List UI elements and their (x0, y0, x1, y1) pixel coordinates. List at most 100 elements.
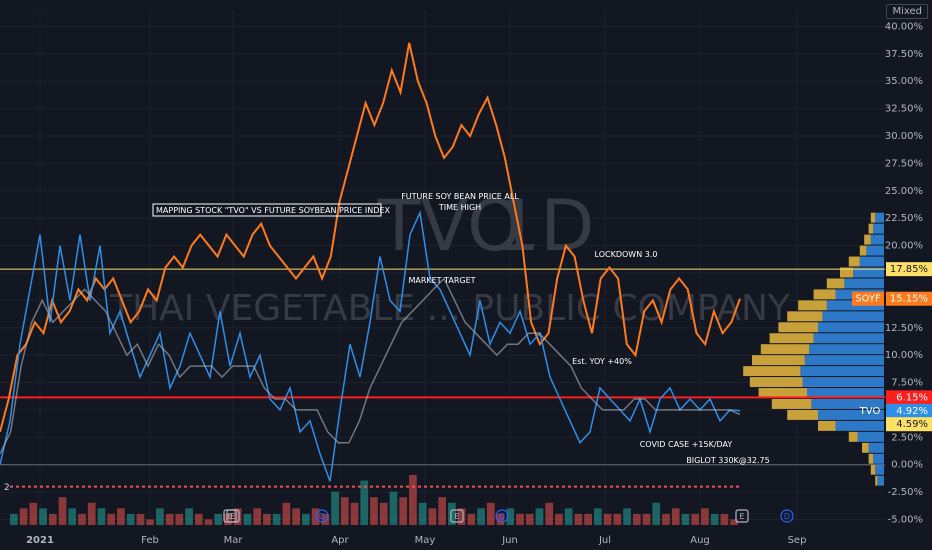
annotation-market-target: MARKET TARGET (408, 276, 475, 285)
volume-bar (87, 502, 96, 525)
volume-bar (594, 508, 602, 525)
volume-bar (428, 508, 437, 525)
event-marker-dividend[interactable] (495, 509, 509, 523)
profile-bar-gold (798, 300, 827, 311)
profile-bar-blue (809, 344, 884, 355)
volume-bar (340, 497, 349, 525)
tag-resistance: 17.85% (890, 264, 928, 275)
grid (0, 10, 885, 525)
profile-bar-gold (875, 475, 878, 486)
x-tick-label: Apr (331, 535, 349, 546)
event-marker-earnings[interactable] (450, 509, 464, 523)
y-tick-label: 37.50% (885, 49, 923, 60)
event-marker-label: E (454, 512, 459, 521)
profile-bar-blue (875, 464, 884, 475)
event-marker-label: D (319, 512, 325, 521)
profile-bar-blue (868, 442, 884, 453)
volume-indicator-label: 2 (4, 483, 10, 493)
profile-bar-blue (873, 453, 884, 464)
profile-bar-blue (822, 311, 884, 322)
profile-bar-blue (853, 267, 884, 278)
y-tick-label: 0.00% (891, 460, 923, 471)
event-marker-dividend[interactable] (315, 509, 329, 523)
profile-bar-blue (811, 398, 884, 409)
profile-bar-gold (864, 234, 871, 245)
x-axis: 2021 Feb Mar Apr May Jun Jul Aug Sep (26, 535, 806, 546)
volume-bar (486, 502, 495, 525)
y-tick-label: 12.50% (885, 323, 923, 334)
volume-bar (564, 508, 573, 525)
profile-bar-blue (877, 475, 884, 486)
volume-bar (39, 508, 47, 525)
event-marker-earnings[interactable] (226, 509, 240, 523)
profile-bar-blue (813, 333, 884, 344)
profile-bar-gold (813, 289, 836, 300)
volume-bar (701, 508, 709, 525)
volume-bar (642, 513, 651, 525)
profile-bar-blue (800, 366, 884, 377)
volume-bar (545, 502, 554, 525)
profile-bar-gold (862, 442, 869, 453)
volume-bar (302, 513, 310, 525)
volume-bar (272, 513, 281, 525)
watermark-symbol: TVO (377, 185, 523, 267)
y-tick-label: 22.50% (885, 213, 923, 224)
y-tick-label: 2.50% (891, 432, 923, 443)
volume-bar (29, 502, 38, 525)
tag-tvo-name: TVO (859, 406, 881, 417)
tag-support: 6.15% (896, 392, 928, 403)
profile-bar-gold (870, 464, 876, 475)
annotation-box (152, 203, 382, 217)
volume-bar (379, 502, 388, 525)
volume-bar (331, 491, 339, 525)
volume-bar (584, 513, 592, 525)
annotation-lockdown: LOCKDOWN 3.0 (595, 250, 658, 259)
volume-bar (496, 513, 505, 525)
annotation-est-yoy: Est. YOY +40% (572, 357, 632, 366)
x-tick-label: Jun (501, 535, 518, 546)
volume-bar (117, 508, 125, 525)
profile-bar-gold (769, 333, 814, 344)
y-tick-label: 10.00% (885, 350, 923, 361)
annotation-title-box: MAPPING STOCK "TVO" VS FUTURE SOYBEAN PR… (156, 206, 390, 215)
volume-bar (282, 502, 291, 525)
volume-bar (10, 513, 18, 525)
profile-bar-blue (875, 212, 884, 223)
series-lines (0, 42, 741, 482)
tag-soyf-name-bg (852, 291, 884, 306)
volume-bar (671, 508, 680, 525)
volume-bar (58, 497, 67, 525)
event-marker-label: E (739, 512, 744, 521)
volume-bar (175, 513, 184, 525)
profile-bar-gold (787, 409, 818, 420)
value-tags: 17.85% 6.15% 15.15% 4.92% 4.59% SOYF TVO (852, 262, 932, 432)
volume-bar (477, 508, 485, 525)
profile-bar-blue (873, 223, 884, 234)
event-marker-dividend[interactable] (780, 509, 794, 523)
tag-close-value: 4.59% (896, 419, 928, 430)
volume-bar (233, 508, 242, 525)
y-tick-label: -2.50% (888, 487, 923, 498)
event-marker-label: E (227, 512, 232, 521)
x-tick-label: May (415, 535, 436, 546)
volume-bar (146, 519, 154, 525)
event-marker-earnings[interactable] (735, 509, 749, 523)
volume-bar (574, 513, 583, 525)
y-tick-label: 32.50% (885, 104, 923, 115)
tag-soyf-name: SOYF (855, 294, 881, 305)
tag-soyf-value-bg (886, 291, 932, 306)
volume-bar (243, 513, 252, 525)
volume-bar (662, 513, 670, 525)
x-tick-label: 2021 (26, 535, 54, 546)
profile-bar-blue (835, 420, 884, 431)
scale-mode-button[interactable]: Mixed (886, 4, 928, 19)
profile-bar-blue (859, 256, 884, 267)
y-tick-label: 25.00% (885, 186, 923, 197)
profile-bar-blue (818, 322, 884, 333)
volume-bar (292, 508, 300, 525)
event-marker-label: E (230, 512, 235, 521)
volume-bar (204, 519, 213, 525)
profile-bar-blue (844, 278, 884, 289)
annotation-covid-case: COVID CASE +15K/DAY (640, 440, 733, 449)
